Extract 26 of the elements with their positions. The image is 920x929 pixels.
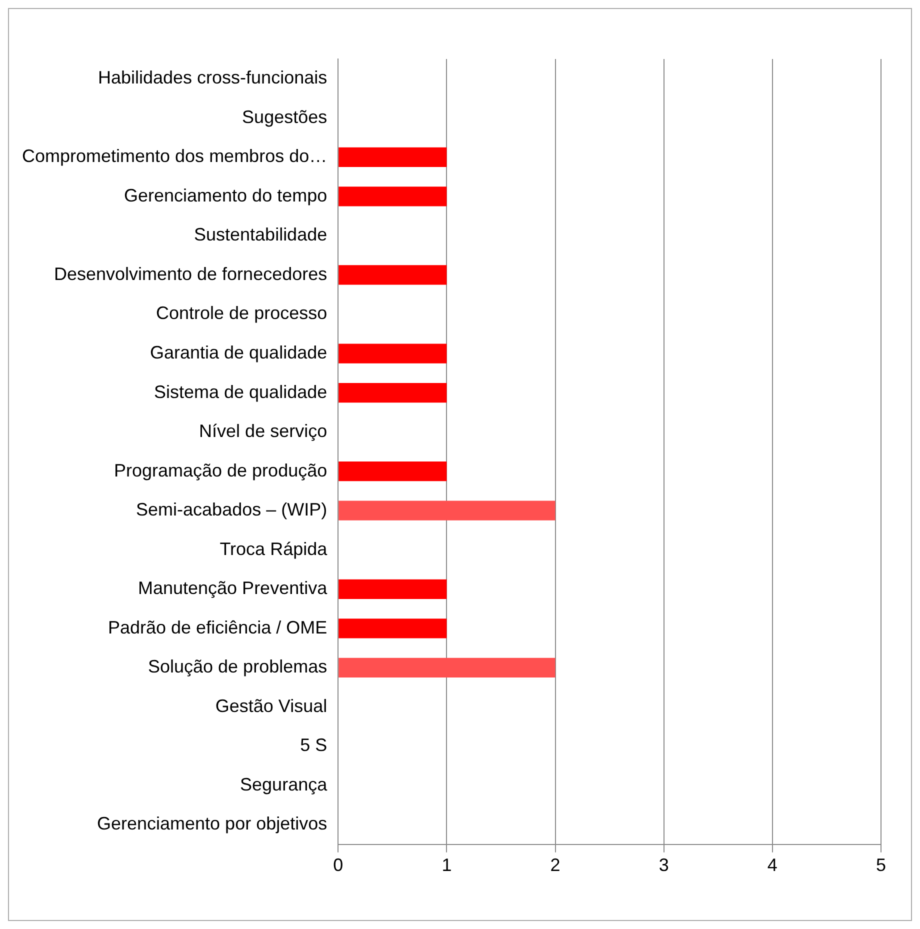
y-tick-label: Solução de problemas — [148, 656, 328, 677]
x-tick-label: 3 — [658, 855, 669, 876]
y-tick-label: Segurança — [240, 774, 328, 794]
y-tick-label: Sugestões — [242, 106, 328, 127]
y-tick-label: Sistema de qualidade — [154, 382, 328, 402]
x-tick-label: 4 — [767, 855, 778, 876]
y-tick-label: Comprometimento dos membros do… — [22, 146, 328, 166]
y-tick-label: Troca Rápida — [220, 538, 328, 559]
y-tick-label: Gestão Visual — [215, 696, 328, 716]
y-tick-label: Controle de processo — [156, 303, 328, 324]
x-tick-label: 0 — [333, 855, 344, 876]
y-tick-label: Semi-acabados – (WIP) — [136, 500, 328, 520]
x-tick-label: 2 — [550, 855, 560, 876]
y-tick-label: 5 S — [300, 735, 328, 756]
y-tick-label: Manutenção Preventiva — [138, 578, 328, 598]
x-tick-label: 5 — [876, 855, 886, 876]
y-tick-label: Garantia de qualidade — [150, 342, 328, 362]
y-tick-label: Padrão de eficiência / OME — [108, 617, 328, 638]
y-tick-label: Gerenciamento por objetivos — [96, 814, 328, 834]
y-tick-label: Programação de produção — [114, 460, 328, 480]
y-tick-label: Sustentabilidade — [194, 224, 328, 245]
y-tick-label: Nível de serviço — [199, 421, 328, 442]
y-tick-label: Habilidades cross-funcionais — [98, 68, 328, 88]
y-tick-label: Gerenciamento do tempo — [124, 185, 328, 206]
y-tick-label: Desenvolvimento de fornecedores — [54, 264, 328, 284]
x-tick-label: 1 — [442, 855, 452, 876]
